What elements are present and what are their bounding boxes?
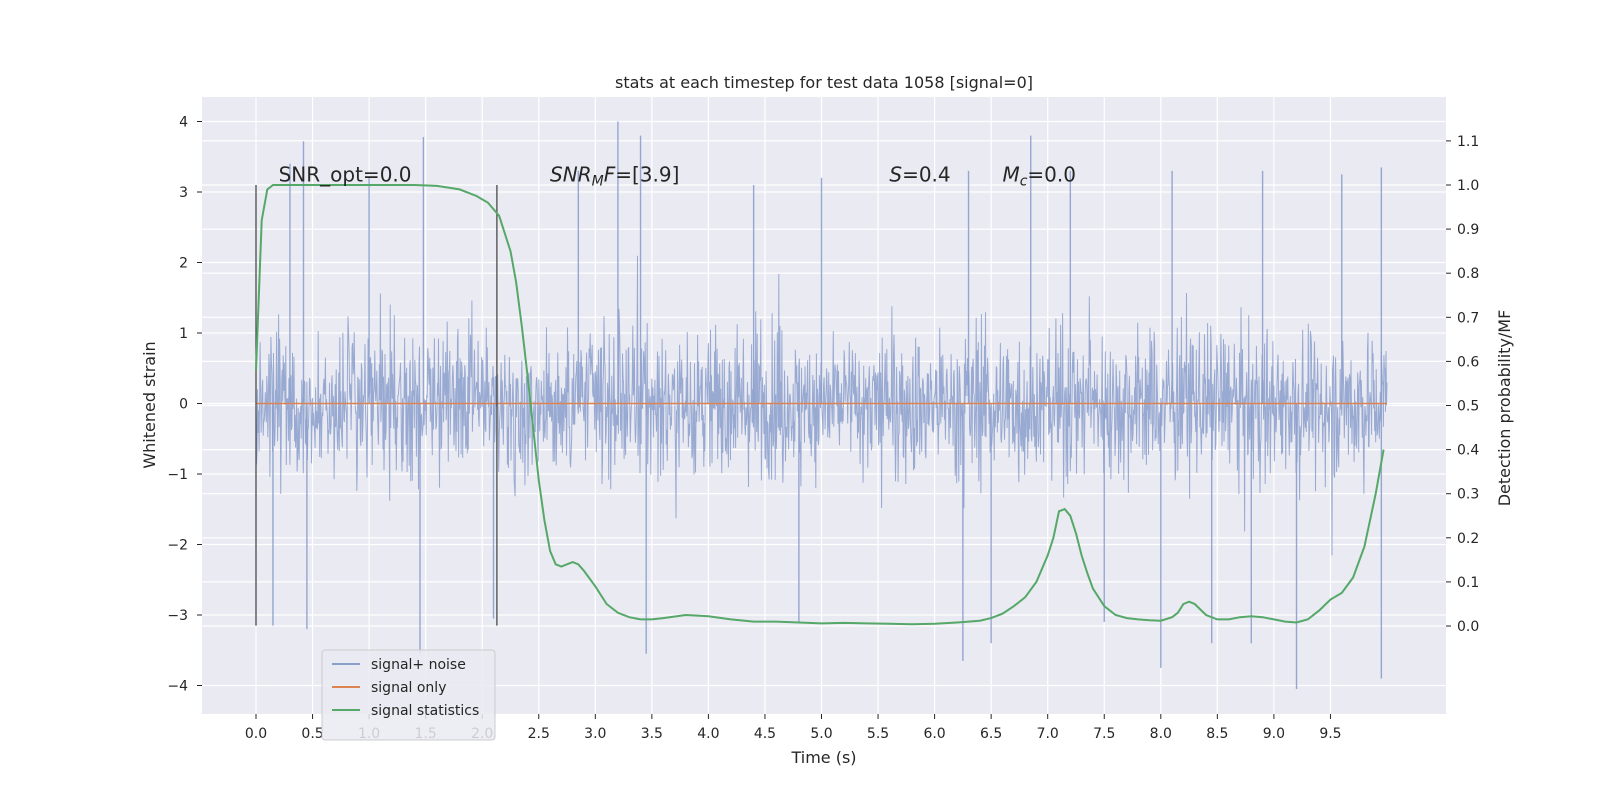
y-tick-label: −1	[167, 467, 188, 483]
y2-tick-label: 0.8	[1457, 266, 1479, 282]
y-axis-ticks: 4 3 2 1 0 −1 −2 −3 −4	[167, 115, 202, 695]
x-tick-label: 3.0	[584, 726, 606, 742]
chart-title: stats at each timestep for test data 105…	[615, 73, 1033, 92]
x-axis-label: Time (s)	[790, 748, 856, 767]
legend-label-signal-statistics: signal statistics	[371, 703, 479, 719]
s-annotation: S=0.4	[889, 162, 950, 186]
s-symbol: S	[889, 162, 902, 186]
snr-mf-annotation: SNRMF=[3.9]	[550, 162, 679, 189]
y-axis-label: Whitened strain	[140, 341, 159, 468]
y2-tick-label: 0.5	[1457, 399, 1479, 415]
x-tick-label: 5.0	[810, 726, 832, 742]
x-tick-label: 0.5	[301, 726, 323, 742]
y-tick-label: −2	[167, 538, 188, 554]
mc-annotation: Mc=0.0	[1002, 162, 1076, 189]
y2-tick-label: 0.4	[1457, 443, 1479, 459]
y2-tick-label: 0.1	[1457, 575, 1479, 591]
mc-symbol: M	[1002, 162, 1019, 186]
x-tick-label: 6.5	[980, 726, 1002, 742]
y-tick-label: 3	[179, 185, 188, 201]
signal-statistics-line	[255, 184, 1385, 626]
x-tick-label: 8.0	[1150, 726, 1172, 742]
y-tick-label: −4	[167, 679, 188, 695]
mc-value: =0.0	[1027, 162, 1076, 186]
x-tick-label: 9.5	[1319, 726, 1341, 742]
y2-tick-label: 0.7	[1457, 310, 1479, 326]
y2-tick-label: 0.0	[1457, 619, 1479, 635]
legend-label-signal-noise: signal+ noise	[371, 657, 466, 673]
x-tick-label: 4.0	[697, 726, 719, 742]
snr-mf-symbol-2: F	[604, 162, 616, 186]
x-tick-label: 9.0	[1263, 726, 1285, 742]
x-tick-label: 7.0	[1037, 726, 1059, 742]
y2-axis-label: Detection probability/MF	[1495, 310, 1514, 507]
x-tick-label: 3.5	[641, 726, 663, 742]
x-tick-label: 4.5	[754, 726, 776, 742]
y-tick-label: 4	[179, 115, 188, 131]
legend: signal+ noise signal only signal statist…	[321, 649, 496, 741]
y2-tick-label: 0.2	[1457, 531, 1479, 547]
y2-tick-label: 0.9	[1457, 222, 1479, 238]
x-tick-label: 6.0	[923, 726, 945, 742]
annotations: SNR_opt=0.0 SNRMF=[3.9] S=0.4 Mc=0.0	[279, 162, 1076, 189]
y-tick-label: 0	[179, 397, 188, 413]
x-tick-label: 0.0	[245, 726, 267, 742]
y-tick-label: 1	[179, 326, 188, 342]
mc-subscript: c	[1020, 173, 1028, 189]
snr-mf-value: =[3.9]	[615, 162, 679, 186]
x-tick-label: 7.5	[1093, 726, 1115, 742]
y2-axis-ticks: 1.1 1.0 0.9 0.8 0.7 0.6 0.5 0.4 0.3 0.2 0.1 0.0	[1446, 134, 1479, 635]
y-tick-label: −3	[167, 608, 188, 624]
y2-tick-label: 1.1	[1457, 134, 1479, 150]
y2-tick-label: 0.3	[1457, 487, 1479, 503]
snr-mf-subscript: M	[592, 173, 604, 189]
signal-noise-series	[255, 121, 1388, 690]
y2-tick-label: 1.0	[1457, 178, 1479, 194]
legend-label-signal-only: signal only	[371, 680, 446, 696]
y-tick-label: 2	[179, 256, 188, 272]
x-tick-label: 5.5	[867, 726, 889, 742]
snr-mf-symbol: SNR	[550, 162, 592, 186]
x-tick-label: 8.5	[1206, 726, 1228, 742]
snr-opt-annotation: SNR_opt=0.0	[279, 162, 412, 186]
y2-tick-label: 0.6	[1457, 354, 1479, 370]
legend-box	[321, 649, 496, 741]
x-tick-label: 2.5	[528, 726, 550, 742]
vertical-markers	[255, 184, 498, 626]
s-value: =0.4	[902, 162, 951, 186]
